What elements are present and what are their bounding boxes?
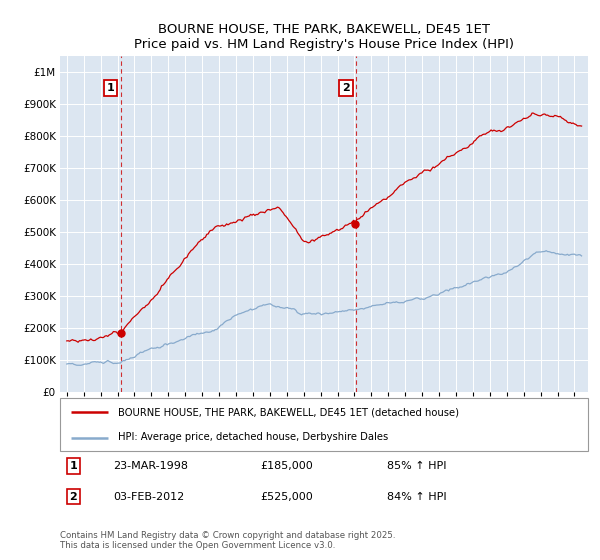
Text: 23-MAR-1998: 23-MAR-1998 — [113, 461, 188, 471]
Text: HPI: Average price, detached house, Derbyshire Dales: HPI: Average price, detached house, Derb… — [118, 432, 388, 442]
Text: 03-FEB-2012: 03-FEB-2012 — [113, 492, 184, 502]
Text: BOURNE HOUSE, THE PARK, BAKEWELL, DE45 1ET (detached house): BOURNE HOUSE, THE PARK, BAKEWELL, DE45 1… — [118, 408, 459, 418]
Text: 2: 2 — [70, 492, 77, 502]
Text: 85% ↑ HPI: 85% ↑ HPI — [388, 461, 447, 471]
Text: 1: 1 — [70, 461, 77, 471]
FancyBboxPatch shape — [60, 398, 588, 451]
Text: 2: 2 — [342, 83, 350, 93]
Title: BOURNE HOUSE, THE PARK, BAKEWELL, DE45 1ET
Price paid vs. HM Land Registry's Hou: BOURNE HOUSE, THE PARK, BAKEWELL, DE45 1… — [134, 22, 514, 50]
Text: 1: 1 — [107, 83, 115, 93]
Text: £185,000: £185,000 — [260, 461, 313, 471]
Text: 84% ↑ HPI: 84% ↑ HPI — [388, 492, 447, 502]
Text: Contains HM Land Registry data © Crown copyright and database right 2025.
This d: Contains HM Land Registry data © Crown c… — [60, 531, 395, 550]
Text: £525,000: £525,000 — [260, 492, 313, 502]
